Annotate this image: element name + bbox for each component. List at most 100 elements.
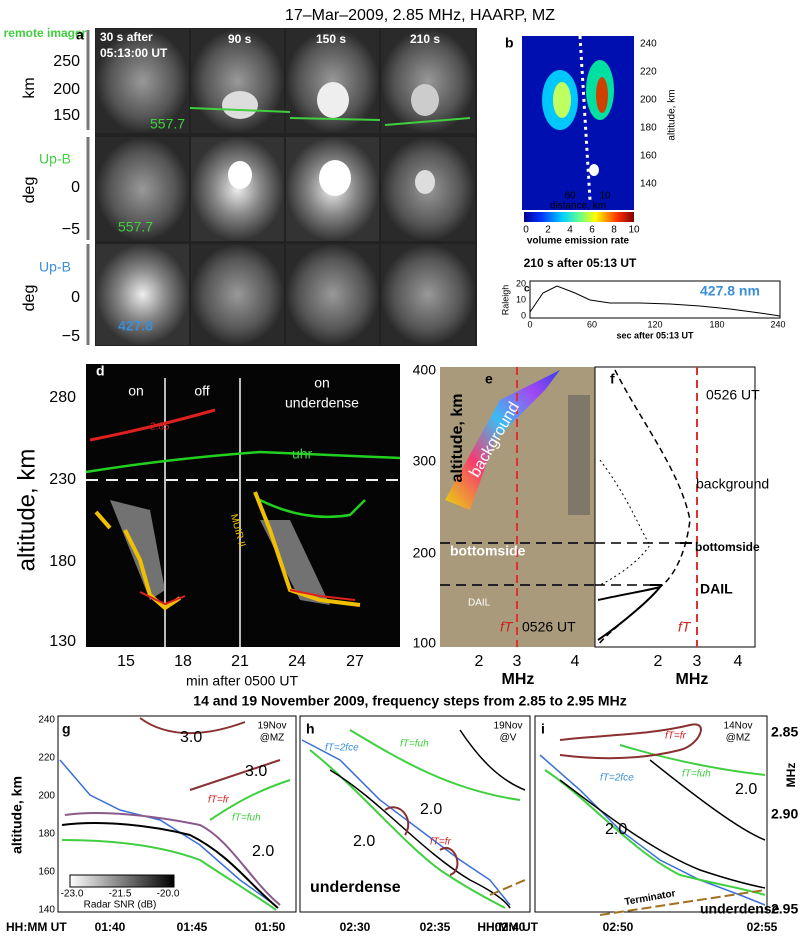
panel-c-plot xyxy=(529,280,781,319)
x-tick-label: 0 xyxy=(527,319,532,329)
x-tick-label: 4 xyxy=(571,653,580,670)
panel-tag: @MZ xyxy=(726,733,751,744)
panel-tag: 19Nov xyxy=(258,721,287,732)
x-axis-label: sec after 05:13 UT xyxy=(616,330,694,340)
annotation: fT=fr xyxy=(665,731,687,742)
y-tick-label: 300 xyxy=(413,453,437,469)
x-tick-label: 02:55 xyxy=(747,920,778,934)
annotation: fT xyxy=(678,619,692,635)
panel-b-image-shape xyxy=(524,212,634,222)
panel-a-images-shape xyxy=(411,84,439,116)
panel-g-plot-shape xyxy=(61,822,279,909)
x-axis-label: HH:MM UT xyxy=(6,920,67,934)
y-tick-label: 0 xyxy=(71,289,80,306)
panel-tag: @V xyxy=(500,733,517,744)
panel-a-images-shape xyxy=(191,244,284,345)
y-tick-label: −5 xyxy=(62,221,80,238)
x-tick-label: 10 xyxy=(599,191,611,202)
x-tick-label: 27 xyxy=(346,653,364,670)
panel-a-images-shape xyxy=(222,91,258,119)
y-tick-label: 140 xyxy=(640,179,657,190)
panel-d-image-shape xyxy=(85,450,401,474)
panel-i-plot-shape xyxy=(539,754,766,906)
contour-label: 2.0 xyxy=(252,843,274,860)
panel-g-plot-shape xyxy=(61,839,277,911)
panel-h-plot xyxy=(299,715,531,913)
panel-f-plot-shape xyxy=(595,542,680,586)
panel-e-image-shape xyxy=(445,370,560,510)
panel-c-plot-shape xyxy=(529,285,781,317)
panel-d-image-shape xyxy=(110,500,330,605)
x-tick-label: 2 xyxy=(475,653,484,670)
panel-g-plot-shape xyxy=(64,812,281,906)
annotation: underdense xyxy=(285,395,359,411)
panel-d-image-shape xyxy=(259,498,366,519)
panel-e-image xyxy=(440,367,595,647)
panel-a-images-shape xyxy=(96,137,189,241)
x-axis-label: distance, km xyxy=(550,201,606,212)
panel-b-image-shape xyxy=(553,82,571,118)
y-tick-label: 400 xyxy=(413,362,437,378)
annotation: off xyxy=(194,383,209,399)
annotation: bottomside xyxy=(695,540,760,554)
panel-a-images-shape xyxy=(381,29,475,133)
contour-label: 3.0 xyxy=(180,729,202,746)
contour-label: 3.0 xyxy=(245,763,267,780)
y-tick-label: 220 xyxy=(640,67,657,78)
contour-label: 2.0 xyxy=(420,801,442,818)
y-axis-label: altitude, km xyxy=(13,449,40,572)
remote-imager-label: remote imager xyxy=(4,26,87,40)
x-tick-label: 02:40 xyxy=(495,920,526,934)
x-axis-label: HH:MM UT xyxy=(477,920,538,934)
panel-letter: b xyxy=(505,35,514,51)
y-tick-label: −5 xyxy=(62,328,80,345)
panel-d-image-shape xyxy=(89,408,216,442)
panel-g-plot-shape xyxy=(209,779,291,821)
panel-a-images-shape xyxy=(96,29,189,133)
annotation: fT=2fce xyxy=(325,743,359,754)
annotation: fT=fr xyxy=(430,837,452,848)
x-tick-label: 24 xyxy=(288,653,306,670)
annotation: background xyxy=(696,476,769,492)
annotation: fT=fr xyxy=(208,795,230,806)
panel-c-plot-shape xyxy=(529,280,781,319)
x-tick-label: 120 xyxy=(647,319,662,329)
panel-b-image-shape xyxy=(589,164,599,176)
panel-f-plot-shape xyxy=(650,542,692,586)
colorbar-tick: 2 xyxy=(545,225,551,236)
panel-h-plot-shape xyxy=(299,715,531,913)
panel-letter: f xyxy=(610,371,615,387)
panel-h-plot-shape xyxy=(309,729,521,909)
y-tick-label: 240 xyxy=(640,39,657,50)
annotation: 0526 UT xyxy=(706,387,760,403)
x-tick-label: 240 xyxy=(770,319,785,329)
panel-i-plot-shape xyxy=(534,715,768,913)
y-tick-label: 250 xyxy=(53,53,80,70)
panel-b-image-shape xyxy=(596,77,608,113)
y-tick-label: 180 xyxy=(38,829,55,840)
y-axis-label: altitude, km xyxy=(449,394,466,483)
y-tick-label: 280 xyxy=(49,389,76,406)
panel-a-images xyxy=(86,28,477,346)
colorbar-tick: -23.0 xyxy=(61,889,84,900)
colorbar-tick: -21.5 xyxy=(109,889,132,900)
figure-title: 17–Mar–2009, 2.85 MHz, HAARP, MZ xyxy=(285,7,555,24)
panel-letter: h xyxy=(306,721,315,737)
wavelength-label: 557.7 xyxy=(118,219,153,235)
panel-e-image-shape xyxy=(568,395,590,515)
x-tick-label: 60 xyxy=(564,191,576,202)
panel-b-image xyxy=(522,35,634,222)
x-tick-label: 01:40 xyxy=(95,920,126,934)
panel-f-plot xyxy=(594,366,756,648)
y-axis-label: altitude, km xyxy=(9,776,25,854)
panel-g-plot-shape xyxy=(69,874,175,888)
x-tick-label: 180 xyxy=(709,319,724,329)
row-label: Up-B xyxy=(39,151,71,167)
panel-a-images-shape xyxy=(381,244,475,345)
panel-a-images-shape xyxy=(317,82,349,118)
x-tick-label: 01:45 xyxy=(177,920,208,934)
panel-f-plot-shape xyxy=(599,459,651,586)
panel-letter: c xyxy=(524,284,530,295)
y-tick-label: 160 xyxy=(640,151,657,162)
panel-d-image-shape xyxy=(94,510,182,611)
